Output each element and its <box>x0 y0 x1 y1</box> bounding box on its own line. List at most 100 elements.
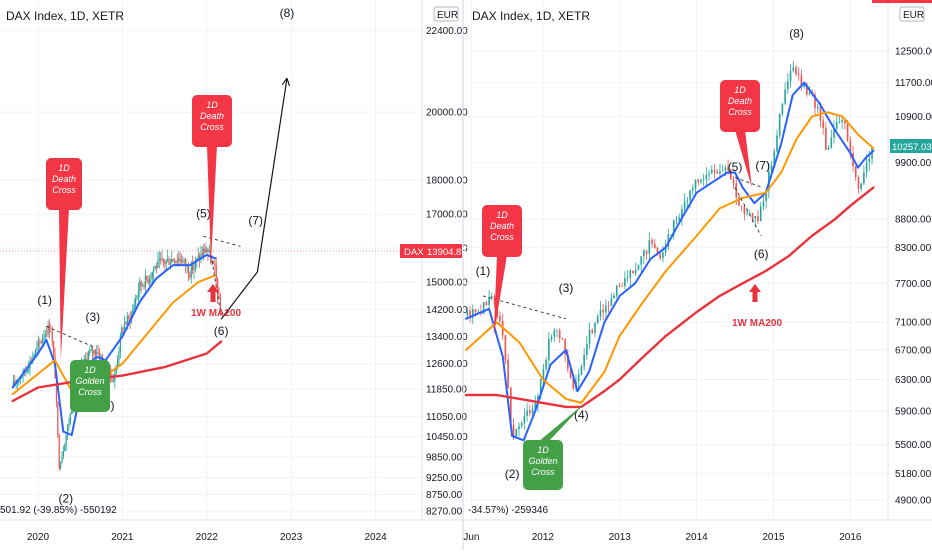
right-candle-body <box>863 172 865 184</box>
right-candle-body <box>599 309 602 317</box>
left-ma50-line <box>11 253 217 436</box>
left-candle-body <box>119 335 121 352</box>
right-price-tick-label: 5900.00 <box>895 406 932 417</box>
left-price-tick-label: 9850.00 <box>426 453 463 464</box>
right-candle-body <box>751 213 754 219</box>
right-candle-body <box>724 167 727 171</box>
right-candle-body <box>789 71 792 82</box>
left-candle-body <box>100 356 102 359</box>
right-candle-body <box>757 216 759 222</box>
left-golden-cross-text: Golden <box>75 376 104 386</box>
right-candle-body <box>507 359 509 388</box>
right-candle-body <box>648 240 651 254</box>
right-candle-body <box>732 179 735 184</box>
left-candle-body <box>143 285 145 288</box>
right-currency-button[interactable]: EUR <box>899 6 925 22</box>
right-death-cross-text: Death <box>490 221 514 231</box>
left-candle-body <box>93 350 95 354</box>
right-candle-body <box>577 374 580 382</box>
right-candle-body <box>738 197 740 206</box>
left-death-cross-text: 1D <box>206 100 218 110</box>
left-wave-label: (1) <box>37 293 52 307</box>
left-candle-body <box>50 331 52 333</box>
left-range-readout: 501.92 (-39.85%) -550192 <box>0 505 117 516</box>
right-candle-body <box>795 67 797 74</box>
right-candle-body <box>529 410 531 414</box>
left-price-tick-label: 22400.00 <box>426 26 468 37</box>
left-candle-body <box>33 354 35 358</box>
left-dax-tag: DAX 13904.85 <box>400 244 467 258</box>
left-candle-body <box>47 325 49 335</box>
left-candle-body <box>65 435 67 446</box>
left-candle-body <box>154 265 156 270</box>
right-candle-body <box>838 122 841 123</box>
right-candle-body <box>542 369 545 380</box>
left-currency-button[interactable]: EUR <box>433 6 459 22</box>
right-candle-body <box>621 285 623 287</box>
left-price-tick-label: 18000.00 <box>426 176 468 187</box>
right-candle-body <box>493 296 496 305</box>
right-candle-body <box>637 264 640 270</box>
left-candle-body <box>62 451 64 456</box>
right-candle-body <box>808 92 811 95</box>
right-range-readout: -34.57%) -259346 <box>468 505 548 516</box>
left-candle-body <box>14 381 16 385</box>
right-chart[interactable] <box>464 60 875 442</box>
right-candle-body <box>640 256 642 265</box>
right-candle-body <box>686 200 689 202</box>
left-candle-body <box>217 279 219 296</box>
right-candle-body <box>675 219 678 221</box>
right-candle-body <box>520 423 523 427</box>
right-candle-body <box>857 177 860 189</box>
left-candle-body <box>90 349 92 351</box>
left-trend-line <box>203 235 241 247</box>
right-candle-body <box>792 67 795 72</box>
right-candle-body <box>754 216 757 219</box>
right-time-tick-label: 2016 <box>839 532 862 543</box>
left-trend-line <box>210 254 222 317</box>
left-candle-body <box>60 463 62 469</box>
right-candle-body <box>713 169 716 172</box>
right-candle-body <box>868 158 871 163</box>
right-candle-body <box>550 336 553 340</box>
right-candle-body <box>469 310 471 318</box>
left-time-tick-label: 2022 <box>196 532 219 543</box>
left-candle-body <box>55 378 58 403</box>
right-price-tick-label: 11700.00 <box>895 78 932 89</box>
left-time-tick-label: 2023 <box>280 532 303 543</box>
left-candle-body <box>162 258 165 262</box>
left-candle-body <box>69 413 71 424</box>
right-candle-body <box>518 426 520 430</box>
left-candle-body <box>150 277 152 280</box>
right-candle-body <box>548 339 550 361</box>
left-candle-body <box>36 346 38 350</box>
right-candle-body <box>784 89 786 104</box>
left-candle-body <box>26 370 28 372</box>
right-candle-body <box>558 330 561 339</box>
right-wave-label: (6) <box>754 247 769 261</box>
left-dax-label: DAX <box>404 247 424 258</box>
left-candle-body <box>215 265 217 280</box>
right-candle-body <box>797 73 800 76</box>
right-candle-body <box>596 316 599 324</box>
left-candle-body <box>197 255 199 259</box>
left-candle-body <box>179 258 181 261</box>
left-candle-body <box>186 265 188 267</box>
right-candle-body <box>759 206 762 222</box>
left-candle-body <box>16 382 19 384</box>
right-candle-body <box>651 240 653 244</box>
right-candle-body <box>634 269 637 274</box>
right-candle-body <box>659 253 662 259</box>
left-candle-body <box>165 260 167 264</box>
right-candle-body <box>515 429 518 437</box>
right-candle-body <box>667 234 670 247</box>
left-candle-body <box>111 376 113 382</box>
left-candle-body <box>164 261 166 264</box>
left-chart[interactable] <box>11 241 223 472</box>
left-wave-label: (5) <box>196 207 211 221</box>
left-price-tick-label: 12600.00 <box>426 359 468 370</box>
left-candle-body <box>201 253 203 256</box>
right-candle-body <box>588 329 591 344</box>
right-price-tick-label: 7100.00 <box>895 318 932 329</box>
